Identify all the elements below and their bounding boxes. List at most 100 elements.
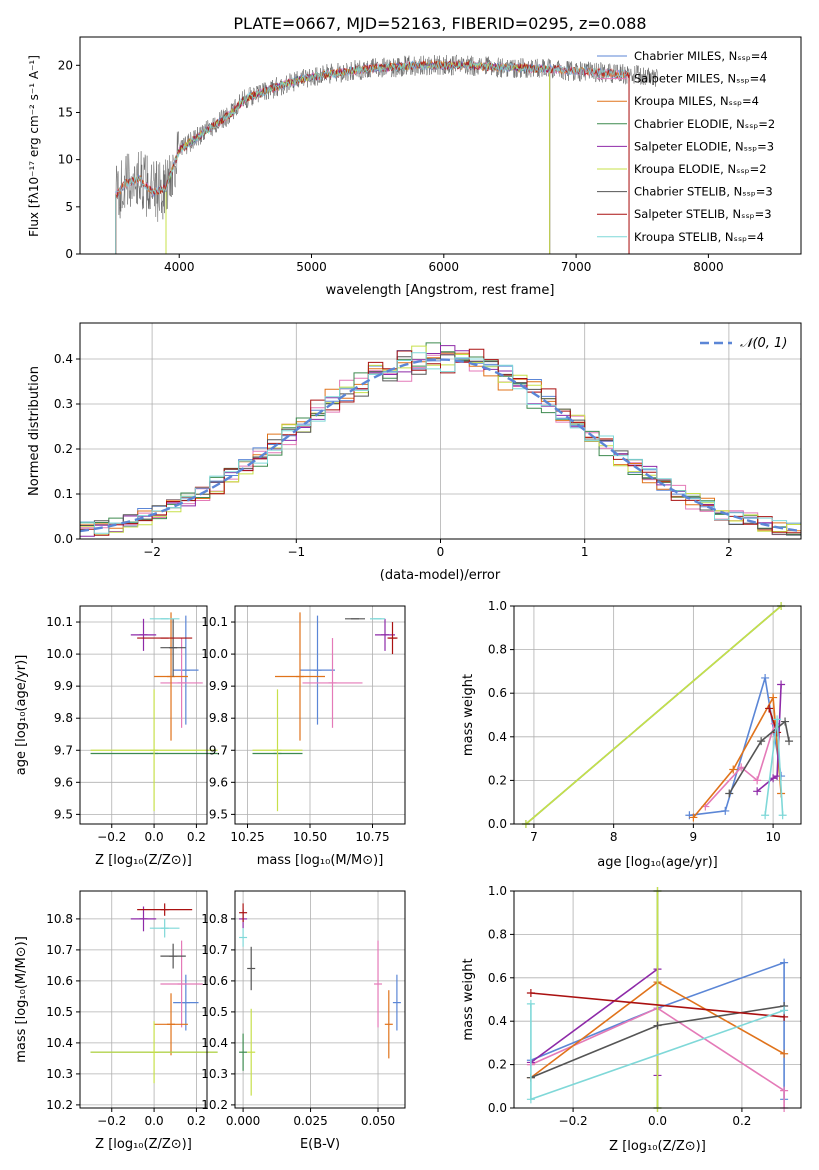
weight-marker-salpeter-stelib — [526, 988, 535, 997]
errorbar-chabrier-stelib — [160, 618, 186, 677]
y-tick-label: 0.0 — [54, 532, 73, 546]
x-tick-label: 0.2 — [732, 1114, 751, 1128]
residuals-xlabel: (data-model)/error — [380, 568, 501, 583]
y-tick-label: 9.7 — [54, 743, 73, 757]
y-tick-label: 9.6 — [209, 775, 228, 789]
x-tick-label: 10.25 — [230, 830, 264, 844]
legend-label-kroupa-stelib: Kroupa STELIB, Nₛₛₚ=4 — [634, 230, 764, 244]
weight-line-chabrier-miles — [530, 961, 785, 1100]
errorbar-kroupa-elodie — [247, 1008, 256, 1096]
figure-title: PLATE=0667, MJD=52163, FIBERID=0295, z=0… — [233, 14, 646, 33]
residuals-panel: −2 −1 0 1 2 0.0 0.1 0.2 0.3 0.4 𝒩(0, 1) (data-mod… — [27, 322, 802, 583]
age-vs-Z-panel: −0.2 0.0 0.2 9.5 9.6 9.7 9.8 9.9 10.0 10.1 Z [log₁… — [14, 605, 218, 868]
legend-label-salpeter-stelib: Salpeter STELIB, Nₛₛₚ=3 — [634, 207, 772, 221]
weight-marker-chabrier-stelib — [725, 789, 734, 798]
x-axis-label: mass [log₁₀(M/M⊙)] — [257, 853, 384, 868]
spectrum-line-chabrier-miles — [115, 60, 629, 199]
y-tick-label: 9.5 — [54, 807, 73, 821]
y-tick-label: 0.6 — [488, 971, 507, 985]
weight-marker-salpeter-stelib — [765, 704, 774, 713]
x-tick-label: 0.0 — [648, 1114, 667, 1128]
weight-marker-chabrier-miles — [721, 806, 730, 815]
weight-marker-salpeter-miles — [780, 1086, 789, 1095]
weight-line-kroupa-elodie — [525, 605, 782, 825]
x-axis-label: age [log₁₀(age/yr)] — [597, 855, 718, 870]
x-tick-label: 8000 — [693, 260, 724, 274]
legend-label-salpeter-elodie: Salpeter ELODIE, Nₛₛₚ=3 — [634, 139, 774, 153]
axes-frame — [234, 890, 406, 1109]
y-tick-label: 9.8 — [209, 711, 228, 725]
y-tick-label: 0.1 — [54, 487, 73, 501]
weight-marker-kroupa-stelib — [778, 811, 787, 820]
histogram-salpeter-elodie — [80, 345, 801, 537]
weight-marker-chabrier-stelib — [757, 737, 766, 746]
x-tick-label: 10.75 — [355, 830, 389, 844]
errorbar-salpeter-miles — [302, 638, 363, 728]
weight-line-salpeter-miles — [704, 723, 776, 808]
y-tick-label: 0.2 — [488, 773, 507, 787]
errorbar-salpeter-elodie — [130, 906, 157, 932]
x-axis-label: Z [log₁₀(Z/Z⊙)] — [95, 853, 192, 868]
x-tick-label: 6000 — [429, 260, 460, 274]
x-axis-label: Z [log₁₀(Z/Z⊙)] — [609, 1139, 706, 1154]
y-tick-label: 10.4 — [46, 1036, 73, 1050]
errorbar-salpeter-stelib — [239, 903, 248, 922]
y-tick-label: 10.7 — [46, 943, 73, 957]
axes-frame — [513, 890, 802, 1109]
weight-marker-kroupa-stelib — [780, 1006, 789, 1015]
weight-marker-chabrier-stelib — [653, 1021, 662, 1030]
y-tick-label: 0.6 — [488, 686, 507, 700]
y-tick-label: 9.9 — [54, 679, 73, 693]
errorbar-chabrier-stelib — [160, 943, 186, 969]
weight-line-salpeter-stelib — [530, 992, 785, 1018]
y-axis-label: mass weight — [461, 674, 476, 756]
y-tick-label: 9.6 — [54, 775, 73, 789]
x-tick-label: 0.0 — [145, 830, 164, 844]
weight-marker-kroupa-miles — [689, 813, 698, 822]
y-tick-label: 10.8 — [201, 912, 228, 926]
weight-marker-kroupa-stelib — [761, 811, 770, 820]
x-tick-label: 0.0 — [145, 1114, 164, 1128]
y-axis-label: mass [log₁₀(M/M⊙)] — [14, 936, 29, 1063]
y-tick-label: 10.2 — [46, 1098, 73, 1112]
x-tick-label: 0.025 — [293, 1114, 327, 1128]
x-tick-label: −0.2 — [97, 1114, 126, 1128]
errorbar-salpeter-stelib — [137, 903, 193, 916]
weight-marker-salpeter-elodie — [777, 680, 786, 689]
errorbar-chabrier-miles — [173, 974, 199, 1031]
mass-vs-ebv-panel: 0.000 0.025 0.050 10.2 10.3 10.4 10.5 10.6 10.7 1… — [201, 890, 406, 1152]
y-tick-label: 9.7 — [209, 743, 228, 757]
errorbar-chabrier-stelib — [247, 946, 256, 991]
x-tick-label: 0.050 — [361, 1114, 395, 1128]
y-tick-label: 0.0 — [488, 817, 507, 831]
errorbar-salpeter-elodie — [375, 618, 395, 651]
y-tick-label: 10.1 — [201, 615, 228, 629]
errorbar-kroupa-miles — [384, 990, 393, 1059]
gaussian-curve — [79, 358, 802, 533]
errorbar-kroupa-elodie — [90, 1021, 218, 1084]
weight-marker-chabrier-miles — [685, 811, 694, 820]
spectrum-panel: 4000 5000 6000 7000 8000 0 5 10 15 20 Chabrier MI… — [27, 36, 802, 298]
x-tick-label: 0.000 — [226, 1114, 260, 1128]
x-tick-label: −1 — [287, 545, 305, 559]
legend-label-chabrier-miles: Chabrier MILES, Nₛₛₚ=4 — [634, 49, 768, 63]
mass-vs-Z-panel: −0.2 0.0 0.2 10.2 10.3 10.4 10.5 10.6 10.7 10.8 Z … — [14, 890, 218, 1152]
x-tick-label: 7 — [530, 830, 538, 844]
axes-frame — [513, 605, 802, 825]
x-tick-label: 1 — [581, 545, 589, 559]
x-axis-label: E(B-V) — [300, 1137, 340, 1152]
y-tick-label: 10.1 — [46, 615, 73, 629]
errorbar-salpeter-miles — [160, 940, 203, 1028]
legend-label-salpeter-miles: Salpeter MILES, Nₛₛₚ=4 — [634, 72, 767, 86]
y-tick-label: 10.3 — [46, 1067, 73, 1081]
y-tick-label: 0.2 — [54, 442, 73, 456]
errorbar-chabrier-miles — [173, 615, 199, 725]
y-tick-label: 0.4 — [54, 352, 73, 366]
y-tick-label: 10.5 — [46, 1005, 73, 1019]
weight-marker-chabrier-stelib — [785, 737, 794, 746]
x-tick-label: 7000 — [561, 260, 592, 274]
weight-marker-kroupa-miles — [780, 1049, 789, 1058]
weight-line-chabrier-stelib — [728, 720, 790, 794]
errorbar-chabrier-miles — [392, 974, 401, 1031]
